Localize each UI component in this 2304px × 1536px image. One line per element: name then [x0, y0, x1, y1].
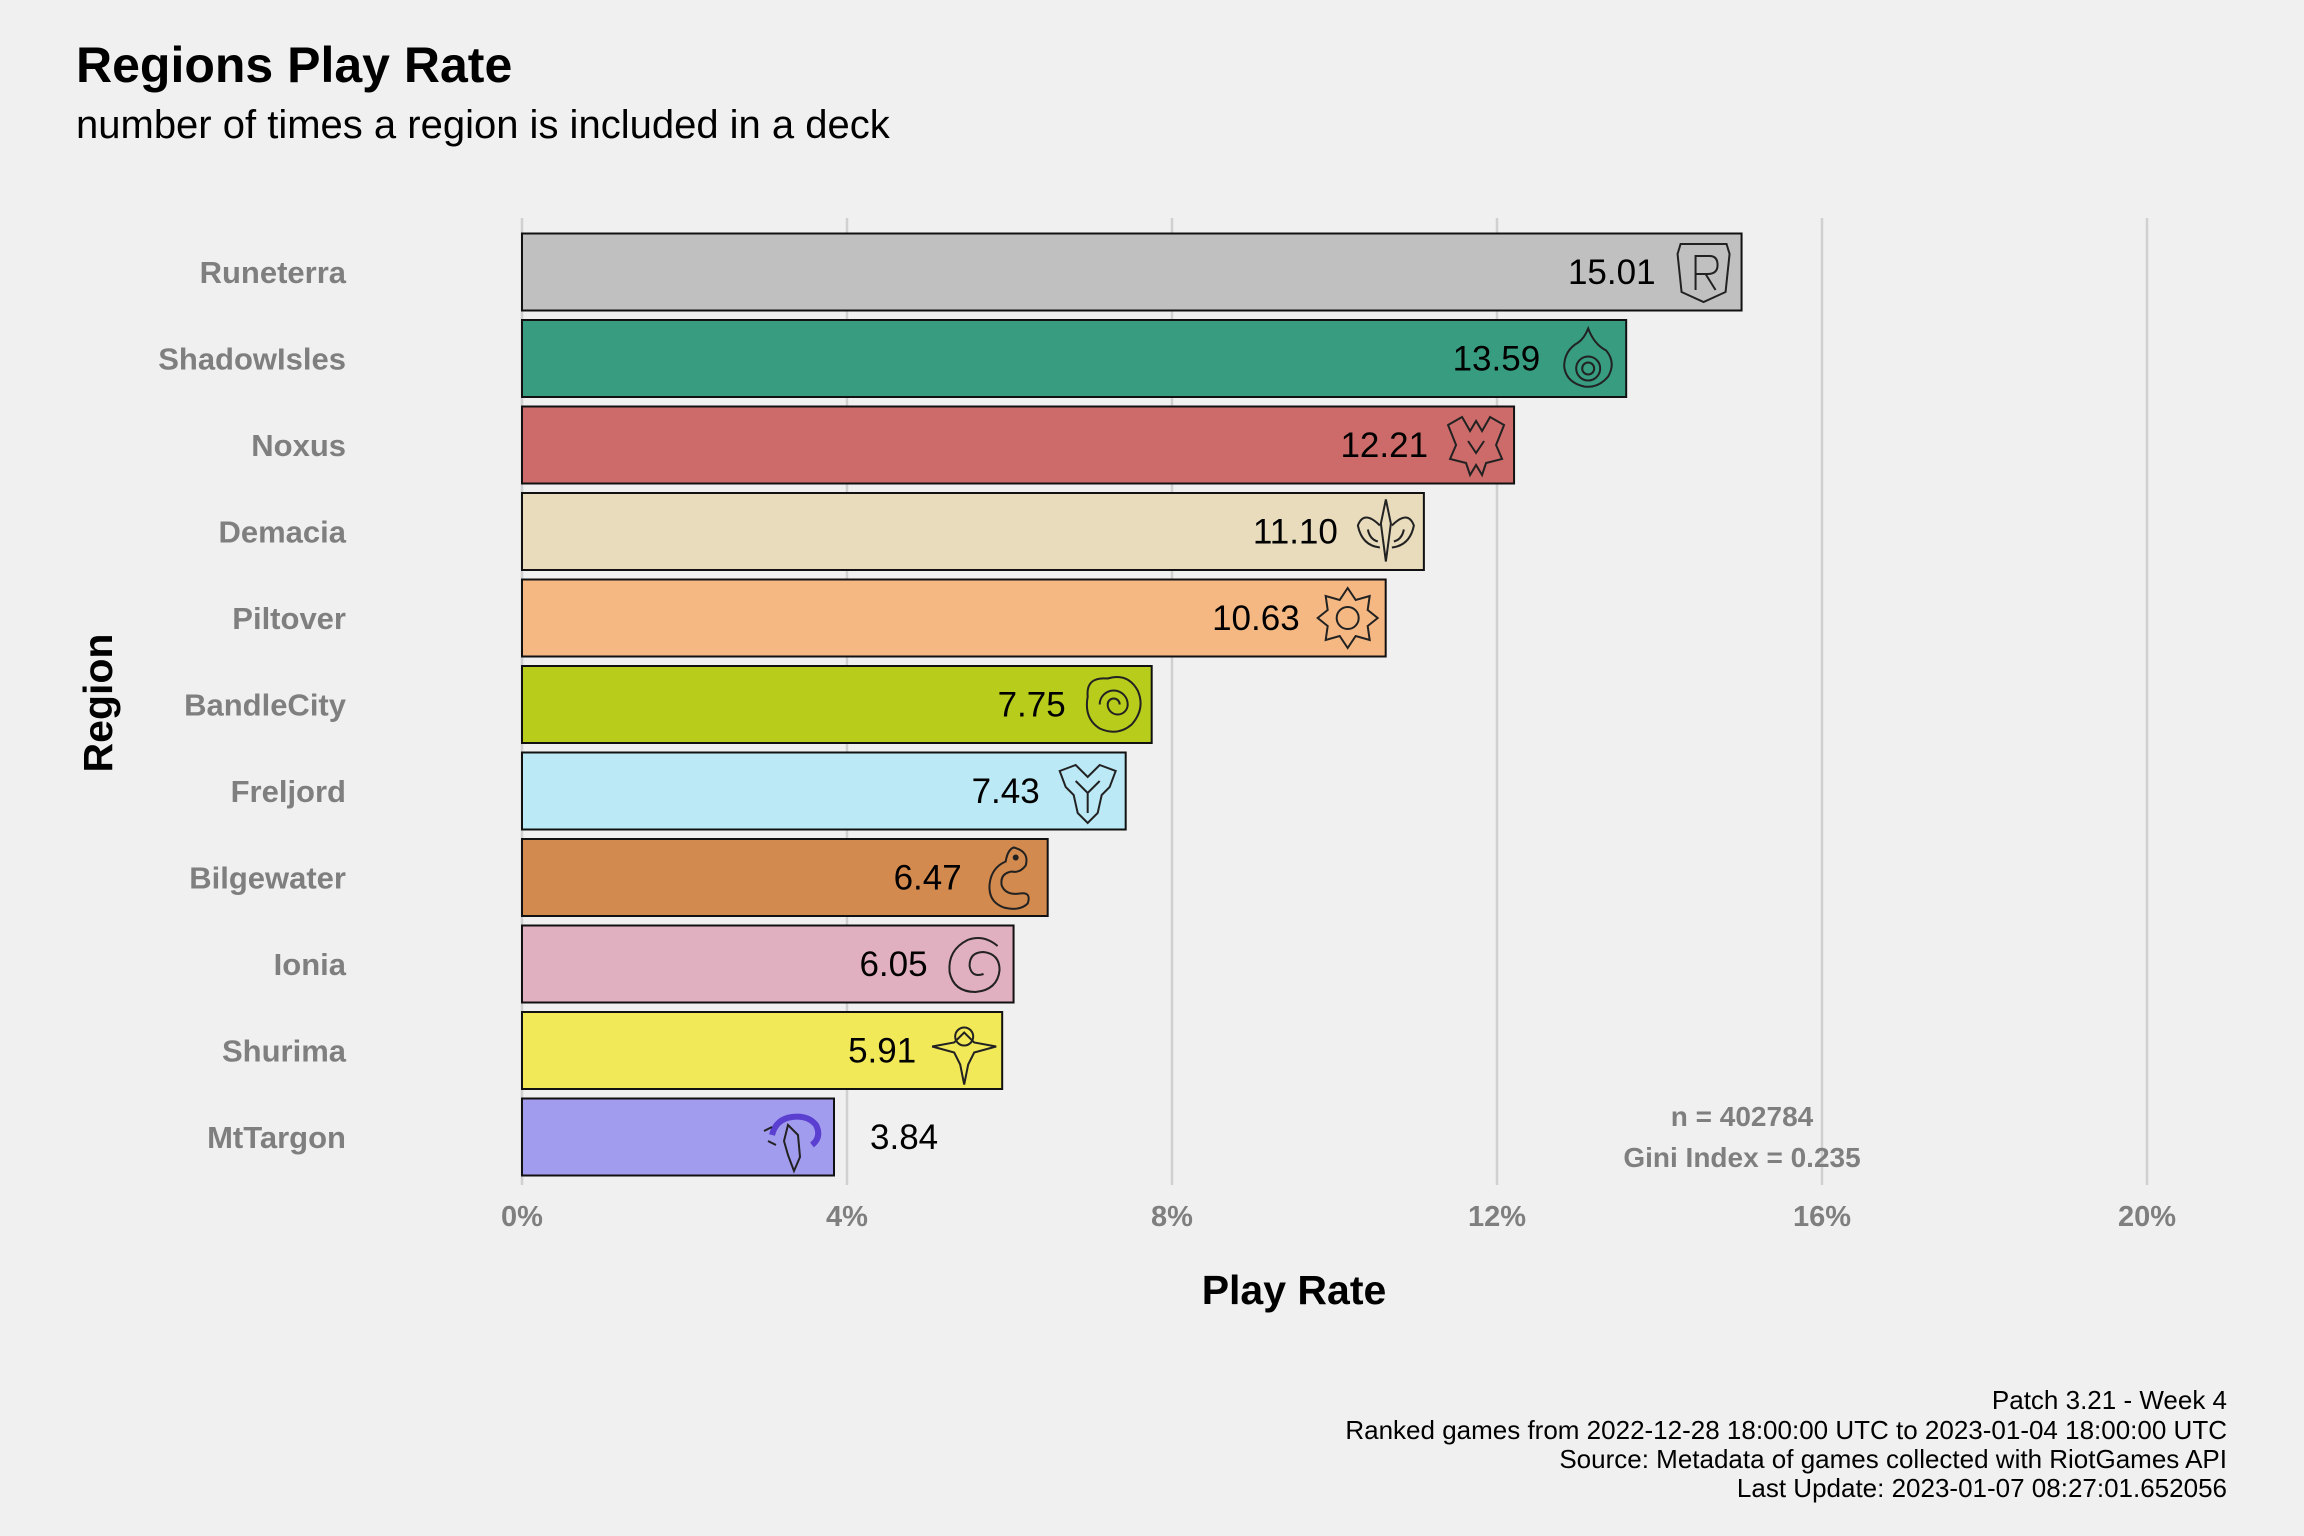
x-tick-label: 16% [1793, 1201, 1851, 1233]
region-icons [763, 243, 1731, 1174]
value-label-piltover: 10.63 [1212, 599, 1300, 638]
value-label-shadowisles: 13.59 [1453, 340, 1541, 379]
bar-piltover [521, 578, 1387, 658]
bars [521, 232, 1743, 1177]
caption: Patch 3.21 - Week 4 Ranked games from 20… [1345, 1385, 2227, 1503]
bar-noxus [521, 405, 1516, 485]
x-tick-label: 4% [826, 1201, 868, 1233]
caption-last-update: Last Update: 2023-01-07 08:27:01.652056 [1737, 1473, 2227, 1503]
category-label-ionia: Ionia [274, 947, 347, 982]
category-label-mttargon: MtTargon [207, 1120, 346, 1155]
category-label-runeterra: Runeterra [200, 255, 347, 290]
x-axis-title: Play Rate [1202, 1267, 1387, 1313]
category-label-bandlecity: BandleCity [184, 688, 347, 723]
bar-bandlecity [521, 665, 1153, 744]
bar-mttargon [521, 1097, 835, 1177]
value-label-bandlecity: 7.75 [998, 686, 1066, 725]
category-label-shurima: Shurima [222, 1034, 347, 1069]
bar-shurima [521, 1011, 1004, 1090]
value-label-bilgewater: 6.47 [894, 859, 962, 898]
bandle-city-icon [1085, 676, 1142, 733]
value-label-ionia: 6.05 [859, 945, 927, 984]
piltover-icon [1316, 586, 1380, 650]
category-label-demacia: Demacia [218, 515, 346, 550]
caption-patch: Patch 3.21 - Week 4 [1992, 1385, 2227, 1415]
bar-runeterra [521, 232, 1743, 312]
chart-subtitle: number of times a region is included in … [76, 103, 891, 147]
y-axis-title: Region [75, 634, 121, 773]
runeterra-icon [1676, 243, 1731, 304]
freljord-icon [1058, 763, 1117, 825]
gini-index-annotation: Gini Index = 0.235 [1623, 1142, 1860, 1173]
category-label-noxus: Noxus [251, 428, 346, 463]
x-tick-labels: 0% 4% 8% 12% 16% 20% [501, 1201, 2176, 1233]
value-label-shurima: 5.91 [848, 1032, 916, 1071]
category-labels: Runeterra ShadowIsles Noxus Demacia Piltover… [158, 255, 347, 1155]
caption-date-range: Ranked games from 2022-12-28 18:00:00 UT… [1345, 1415, 2227, 1445]
bar-demacia [521, 492, 1425, 571]
value-label-demacia: 11.10 [1253, 513, 1338, 552]
caption-source: Source: Metadata of games collected with… [1559, 1444, 2227, 1474]
bar-bilgewater [521, 838, 1049, 917]
bilgewater-icon [988, 846, 1030, 910]
chart-title: Regions Play Rate [76, 37, 512, 93]
sample-size-annotation: n = 402784 [1671, 1101, 1814, 1132]
shurima-icon [931, 1026, 997, 1085]
bar-shadowisles [521, 319, 1628, 398]
category-label-piltover: Piltover [232, 601, 346, 636]
value-label-noxus: 12.21 [1340, 426, 1428, 465]
bar-ionia [521, 924, 1015, 1004]
x-tick-label: 12% [1468, 1201, 1526, 1233]
x-tick-label: 0% [501, 1201, 543, 1233]
mt-targon-icon [763, 1113, 822, 1174]
value-label-freljord: 7.43 [972, 772, 1040, 811]
category-label-bilgewater: Bilgewater [189, 861, 346, 896]
shadow-isles-icon [1563, 325, 1613, 388]
x-tick-label: 8% [1151, 1201, 1193, 1233]
x-tick-label: 20% [2118, 1201, 2176, 1233]
bar-freljord [521, 751, 1127, 831]
value-label-runeterra: 15.01 [1568, 253, 1656, 292]
category-label-shadowisles: ShadowIsles [158, 342, 346, 377]
demacia-icon [1356, 499, 1415, 562]
ionia-icon [948, 937, 1001, 994]
category-label-freljord: Freljord [231, 774, 346, 809]
value-labels: 15.01 13.59 12.21 11.10 10.63 7.75 7.43 6.47 6.0… [848, 253, 1656, 1157]
value-label-mttargon: 3.84 [870, 1118, 938, 1157]
noxus-icon [1446, 415, 1506, 478]
